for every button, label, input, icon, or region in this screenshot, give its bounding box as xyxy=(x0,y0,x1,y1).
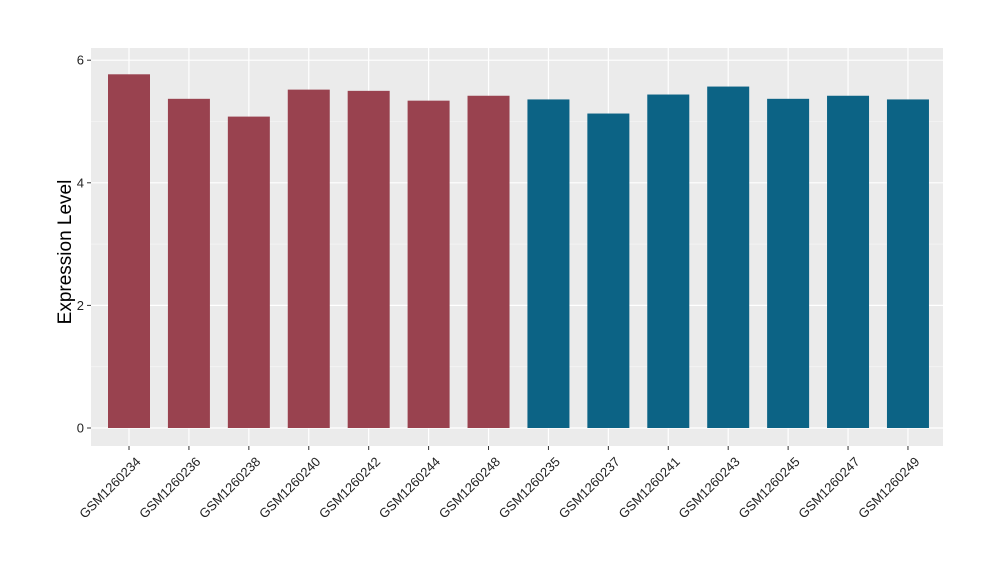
bar-gsm1260237 xyxy=(587,113,630,428)
y-axis-title: Expression Level xyxy=(55,180,76,325)
x-tick-label: GSM1260244 xyxy=(376,454,443,521)
bar-gsm1260240 xyxy=(287,89,330,429)
y-tick-label: 4 xyxy=(77,175,84,190)
x-tick-label: GSM1260245 xyxy=(735,454,802,521)
y-tick-label: 2 xyxy=(77,298,84,313)
x-tick-label: GSM1260248 xyxy=(436,454,503,521)
x-tick-label: GSM1260237 xyxy=(556,454,623,521)
bar-gsm1260247 xyxy=(827,95,870,428)
bar-gsm1260236 xyxy=(167,98,210,428)
x-tick-label: GSM1260241 xyxy=(615,454,682,521)
bar-gsm1260244 xyxy=(407,100,450,429)
bar-gsm1260248 xyxy=(467,95,510,428)
bar-gsm1260249 xyxy=(886,99,929,428)
bar-gsm1260238 xyxy=(227,116,270,428)
x-tick-label: GSM1260242 xyxy=(316,454,383,521)
x-tick-label: GSM1260247 xyxy=(795,454,862,521)
x-tick-label: GSM1260238 xyxy=(196,454,263,521)
y-tick-label: 6 xyxy=(77,53,84,68)
y-axis: 0 2 4 6 xyxy=(77,53,91,436)
x-tick-label: GSM1260249 xyxy=(855,454,922,521)
bar-gsm1260242 xyxy=(347,90,390,428)
bar-gsm1260234 xyxy=(108,74,150,428)
y-tick-label: 0 xyxy=(77,421,84,436)
bar-gsm1260235 xyxy=(527,99,570,428)
bar-gsm1260241 xyxy=(647,94,690,428)
x-tick-label: GSM1260243 xyxy=(675,454,742,521)
plot-panel xyxy=(91,48,943,446)
bars xyxy=(108,74,929,429)
x-axis: GSM1260234GSM1260236GSM1260238GSM1260240… xyxy=(76,446,923,521)
bar-gsm1260243 xyxy=(707,86,750,429)
x-tick-label: GSM1260240 xyxy=(256,454,323,521)
x-tick-label: GSM1260236 xyxy=(136,454,203,521)
bar-gsm1260245 xyxy=(767,98,810,428)
x-tick-label: GSM1260235 xyxy=(496,454,563,521)
x-tick-label: GSM1260234 xyxy=(76,454,143,521)
